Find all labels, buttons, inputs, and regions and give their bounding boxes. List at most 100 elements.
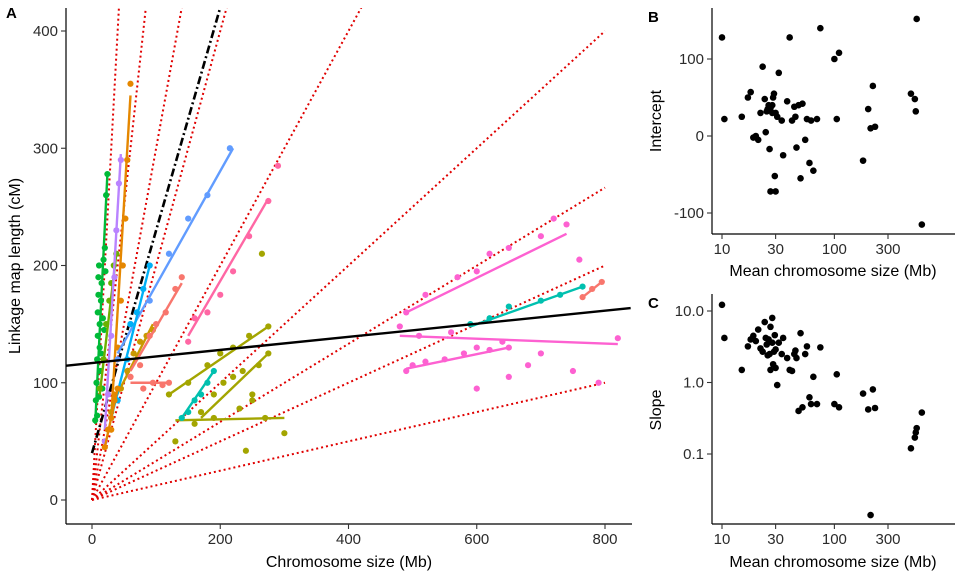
data-point (797, 329, 804, 337)
series-fit-line (469, 285, 583, 328)
data-point (220, 379, 227, 386)
data-point (792, 347, 799, 354)
series-fit-line (200, 352, 270, 419)
series-fit-line (581, 280, 603, 299)
data-point (191, 315, 198, 322)
x-tick-label: 100 (822, 531, 847, 548)
data-point (911, 95, 919, 103)
data-point (913, 15, 920, 23)
data-point (537, 233, 544, 240)
x-tick-label: 30 (767, 241, 784, 258)
series-fit-line (180, 370, 215, 419)
data-point (242, 447, 249, 454)
panel-c-y-title: Slope (648, 389, 665, 430)
y-tick-label: 0 (50, 492, 58, 509)
data-point (191, 420, 198, 427)
data-point (185, 338, 192, 345)
y-tick-label: 10.0 (675, 303, 704, 320)
data-point (747, 88, 754, 96)
reference-line (91, 8, 228, 501)
y-tick-label: 400 (33, 23, 58, 40)
x-tick-label: 300 (875, 531, 900, 548)
reference-line (91, 186, 606, 501)
x-tick-label: 30 (767, 531, 784, 548)
data-point (127, 321, 134, 328)
data-point (281, 430, 288, 437)
data-point (140, 385, 147, 392)
panel-b-plot-area (718, 15, 926, 228)
data-point (831, 400, 838, 408)
panel-b-ticks: 10 30 100 300 -100 0 100 (674, 51, 901, 258)
x-tick-label: 800 (592, 531, 617, 548)
data-point (767, 188, 774, 195)
data-point (770, 90, 778, 97)
data-point (738, 366, 746, 374)
data-point (768, 339, 776, 347)
data-point (806, 394, 813, 401)
data-point (454, 274, 461, 281)
reference-line (91, 30, 606, 501)
data-point (807, 400, 815, 408)
data-point (817, 344, 824, 351)
series-fit-line (405, 232, 568, 314)
data-point (783, 354, 791, 362)
data-point (595, 379, 602, 386)
data-point (460, 350, 468, 357)
reference-line (91, 8, 363, 501)
data-point (563, 221, 570, 228)
x-tick-label: 10 (714, 241, 731, 258)
data-point (750, 332, 757, 340)
x-tick-label: 600 (464, 531, 489, 548)
data-point (473, 385, 480, 392)
data-point (911, 434, 919, 441)
data-point (810, 167, 817, 174)
data-point (831, 55, 838, 63)
x-tick-label: 400 (336, 531, 361, 548)
data-point (912, 108, 920, 115)
data-point (95, 291, 102, 298)
data-point (775, 69, 783, 77)
y-tick-label: 0 (696, 128, 704, 145)
data-point (721, 334, 728, 342)
data-point (833, 371, 841, 378)
panel-a-tag: A (6, 5, 17, 22)
data-point (772, 364, 779, 372)
data-point (773, 381, 781, 389)
data-point (448, 329, 455, 336)
data-point (524, 362, 532, 369)
data-point (869, 386, 877, 393)
data-point (718, 301, 726, 309)
y-tick-label: 100 (679, 51, 704, 68)
data-point (783, 98, 791, 105)
data-point (249, 391, 256, 398)
data-point (763, 341, 771, 348)
panel-c-plot-area (718, 301, 926, 519)
data-point (165, 250, 173, 257)
data-point (871, 404, 879, 412)
data-point (864, 406, 872, 413)
data-point (217, 291, 224, 298)
data-point (859, 157, 867, 164)
data-point (864, 105, 872, 113)
data-point (396, 323, 403, 330)
data-point (913, 424, 920, 432)
series-fit-line (168, 325, 270, 396)
data-point (772, 346, 779, 353)
reference-line (91, 8, 120, 501)
data-point (274, 162, 282, 169)
data-point (569, 367, 577, 375)
series-fit-line (405, 346, 510, 370)
data-point (768, 101, 776, 109)
data-point (835, 403, 843, 411)
data-point (738, 113, 746, 121)
data-point (505, 373, 512, 380)
y-tick-label: 200 (33, 258, 58, 275)
panel-a-x-title: Chromosome size (Mb) (266, 554, 432, 571)
data-point (797, 175, 804, 182)
data-point (104, 170, 111, 178)
y-tick-label: -100 (674, 205, 704, 222)
data-point (907, 445, 915, 452)
data-point (759, 348, 766, 355)
data-point (793, 354, 800, 362)
data-point (178, 274, 185, 281)
